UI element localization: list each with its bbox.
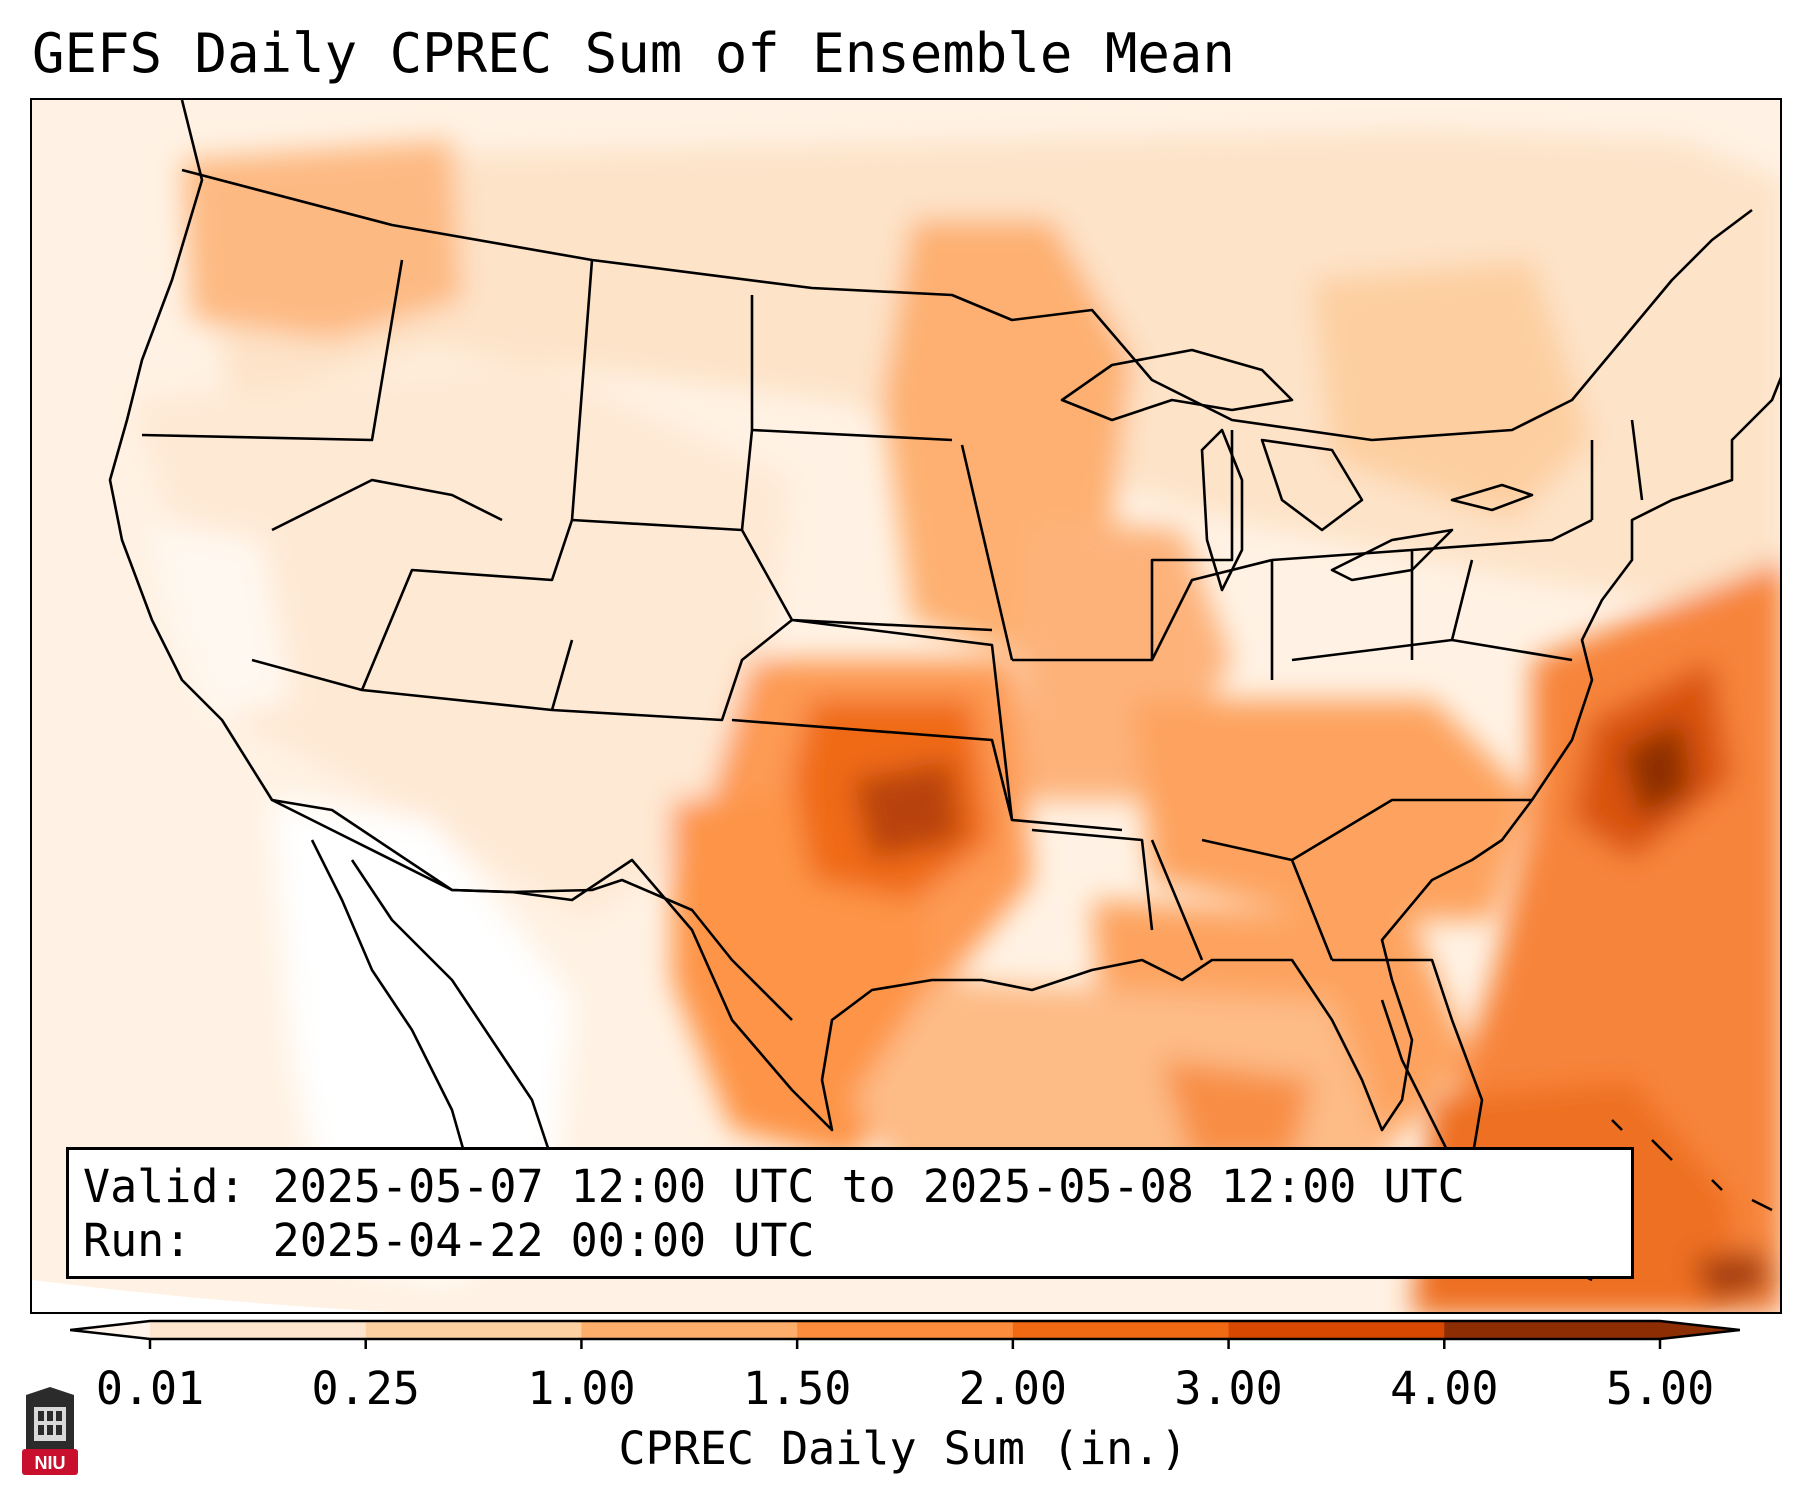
- colorbar-tick-label: 0.25: [311, 1362, 420, 1415]
- colorbar-segment: [1444, 1321, 1661, 1339]
- valid-time-box: Valid: 2025-05-07 12:00 UTC to 2025-05-0…: [66, 1147, 1634, 1279]
- colorbar-segments: [70, 1321, 1740, 1339]
- colorbar-tick-label: 2.00: [958, 1362, 1068, 1415]
- run-time-row: Run: 2025-04-22 00:00 UTC: [83, 1214, 815, 1267]
- valid-label: Valid:: [83, 1160, 246, 1213]
- map-title: GEFS Daily CPREC Sum of Ensemble Mean: [32, 22, 1235, 85]
- lake-huron: [1260, 438, 1364, 532]
- colorbar-segment: [797, 1321, 1014, 1339]
- colorbar-extend-high: [1660, 1321, 1740, 1339]
- state-lines: [141, 259, 1644, 961]
- map-canvas: [32, 100, 1780, 1312]
- lake-michigan: [1200, 428, 1244, 592]
- colorbar-segment: [1228, 1321, 1445, 1339]
- lake-superior: [1060, 348, 1294, 422]
- lake-erie: [1330, 528, 1454, 582]
- colorbar-segment: [1012, 1321, 1230, 1339]
- colorbar-tick-label: 1.50: [742, 1362, 852, 1415]
- colorbar-segment: [150, 1321, 367, 1339]
- colorbar-segment: [365, 1321, 582, 1339]
- valid-time-row: Valid: 2025-05-07 12:00 UTC to 2025-05-0…: [83, 1160, 1465, 1213]
- gulf-of-california: [350, 859, 554, 1161]
- valid-value: 2025-05-07 12:00 UTC to 2025-05-08 12:00…: [272, 1160, 1465, 1213]
- niu-logo-text: NIU: [35, 1453, 66, 1473]
- mexico-border: [271, 798, 793, 1021]
- run-label: Run:: [83, 1214, 192, 1267]
- colorbar-tick-label: 4.00: [1390, 1362, 1499, 1415]
- us-coastline: [108, 100, 1780, 1132]
- colorbar-segment: [581, 1321, 798, 1339]
- colorbar: [70, 1319, 1740, 1349]
- lake-ontario: [1450, 483, 1534, 512]
- bahamas: [1611, 1119, 1773, 1212]
- colorbar-tick-label: 1.00: [527, 1362, 636, 1415]
- colorbar-tick-label: 3.00: [1174, 1362, 1283, 1415]
- precipitation-map: [30, 98, 1782, 1314]
- projection-corner-left: [32, 1280, 392, 1312]
- colorbar-tick-label: 5.00: [1605, 1362, 1715, 1415]
- canada-border: [181, 168, 1753, 442]
- colorbar-label: CPREC Daily Sum (in.): [618, 1422, 1188, 1475]
- niu-logo: NIU: [22, 1387, 78, 1475]
- colorbar-tick-label: 0.01: [95, 1362, 205, 1415]
- run-value: 2025-04-22 00:00 UTC: [272, 1214, 815, 1267]
- precip-field: [132, 130, 1780, 1312]
- colorbar-extend-low: [70, 1321, 150, 1339]
- colorbar-ticks: [148, 1339, 1662, 1349]
- baja-california: [310, 839, 474, 1181]
